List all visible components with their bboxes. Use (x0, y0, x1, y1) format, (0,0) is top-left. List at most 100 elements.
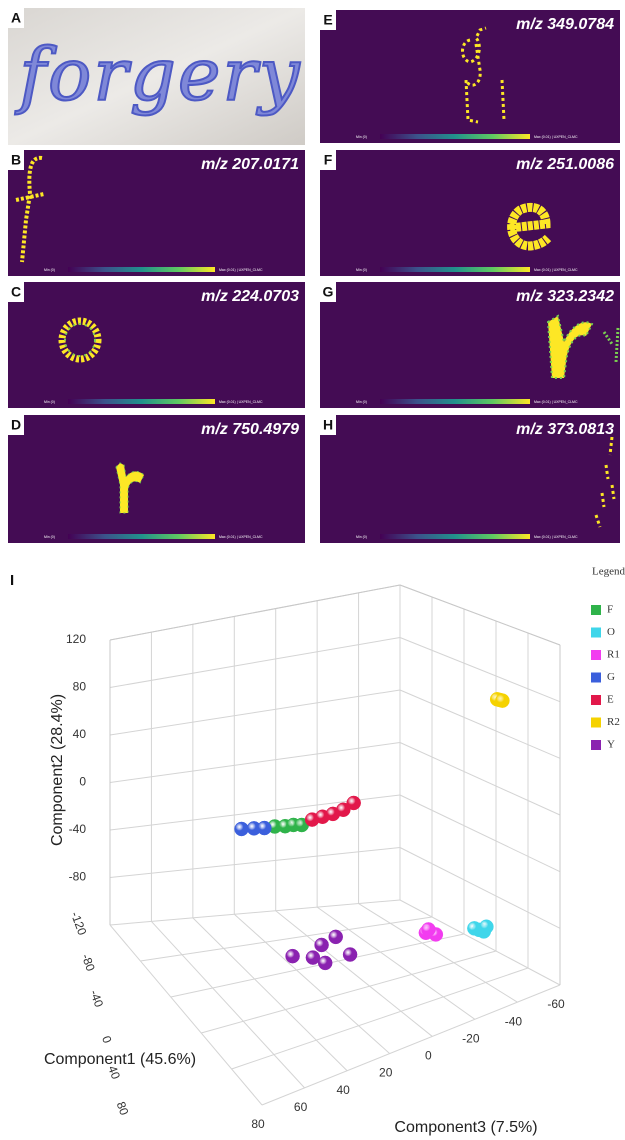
axis-title: Component2 (28.4%) (49, 694, 66, 846)
legend-swatch (591, 628, 601, 638)
panel-label: A (11, 10, 21, 26)
legend-label: E (607, 694, 614, 706)
legend-label: R1 (607, 649, 620, 661)
point (315, 938, 329, 952)
mz-label: m/z 224.0703 (201, 288, 299, 305)
legend-label: R2 (607, 716, 620, 728)
panel: Min (0) Max (0.01) | UXPEN_CLMC m/z 224.07… (8, 282, 305, 408)
point (286, 949, 300, 963)
y-tick-label: -80 (69, 870, 87, 884)
legend-swatch (591, 695, 601, 705)
colorbar-min: Min (0) (356, 535, 367, 539)
mz-label: m/z 323.2342 (516, 288, 614, 305)
colorbar-max: Max (0.01) | UXPEN_CLMC (219, 400, 263, 404)
legend-label: Y (607, 739, 615, 751)
colorbar (380, 134, 530, 139)
z-tick-label: 0 (425, 1049, 432, 1063)
colorbar-min: Min (0) (356, 400, 367, 404)
point (235, 822, 249, 836)
x-tick-label: 0 (99, 1034, 115, 1045)
legend-label: O (607, 626, 615, 638)
colorbar (380, 534, 530, 539)
y-tick-label: 120 (66, 632, 86, 646)
panel-label: I (10, 572, 14, 589)
colorbar-max: Max (0.01) | UXPEN_CLMC (534, 135, 578, 139)
mz-label: m/z 349.0784 (516, 16, 614, 33)
point (467, 921, 481, 935)
colorbar (68, 534, 215, 539)
panel-label: E (323, 12, 332, 28)
panel: Min (0) Max (0.01) | UXPEN_CLMC m/z 373.08… (320, 415, 620, 543)
panel-label: B (11, 152, 21, 168)
grid-line (110, 743, 400, 783)
colorbar-max: Max (0.01) | UXPEN_CLMC (534, 535, 578, 539)
legend-swatch (591, 673, 601, 683)
panel: Min (0) Max (0.01) | UXPEN_CLMC m/z 349.07… (320, 10, 620, 143)
panel: Min (0) Max (0.01) | UXPEN_CLMC m/z 323.23… (320, 282, 620, 408)
colorbar-min: Min (0) (44, 268, 55, 272)
legend-swatch (591, 605, 601, 615)
panel-label: F (324, 152, 333, 168)
x-tick-label: 80 (114, 1100, 132, 1118)
grid-line (400, 638, 560, 702)
grid-line (110, 638, 400, 688)
panel-label: D (11, 417, 21, 433)
mz-label: m/z 207.0171 (201, 156, 299, 173)
y-tick-label: 80 (73, 680, 87, 694)
z-tick-label: -20 (462, 1031, 480, 1045)
grid-line (276, 911, 433, 1037)
z-tick-label: 80 (251, 1117, 265, 1131)
point (479, 920, 493, 934)
panel: Min (0) Max (0.01) | UXPEN_CLMC m/z 207.01… (8, 150, 305, 276)
colorbar-min: Min (0) (44, 400, 55, 404)
grid-line (359, 904, 518, 1003)
mz-label: m/z 750.4979 (201, 421, 299, 438)
z-tick-label: -40 (505, 1014, 523, 1028)
mz-label: m/z 251.0086 (516, 156, 614, 173)
grid-line (262, 985, 560, 1105)
mz-label: m/z 373.0813 (516, 421, 614, 438)
panels: forgeryAMin (0)Max (0.01) | UXPEN_CLMCm/… (8, 8, 620, 543)
colorbar-max: Max (0.01) | UXPEN_CLMC (534, 268, 578, 272)
grid-line (201, 951, 496, 1033)
panel: Min (0) Max (0.01) | UXPEN_CLMC m/z 750.49… (8, 415, 305, 543)
colorbar-max: Max (0.01) | UXPEN_CLMC (534, 400, 578, 404)
z-tick-label: -60 (547, 997, 565, 1011)
panel-label: H (323, 417, 333, 433)
legend-label: G (607, 671, 615, 683)
colorbar-max: Max (0.01) | UXPEN_CLMC (219, 268, 263, 272)
y-tick-label: -40 (69, 822, 87, 836)
point (343, 948, 357, 962)
z-tick-label: 20 (379, 1066, 393, 1080)
point (329, 930, 343, 944)
colorbar-min: Min (0) (356, 135, 367, 139)
z-tick-label: 40 (336, 1083, 350, 1097)
grid-line (110, 690, 400, 735)
colorbar-min: Min (0) (44, 535, 55, 539)
point (347, 796, 361, 810)
point (495, 694, 509, 708)
axis-title: Component1 (45.6%) (44, 1051, 196, 1068)
point (306, 951, 320, 965)
grid-line (110, 900, 400, 925)
x-tick-label: -120 (68, 910, 89, 938)
legend-label: F (607, 604, 613, 616)
axis-title: Component3 (7.5%) (394, 1119, 537, 1136)
x-tick-label: -80 (79, 952, 98, 973)
legend-title: Legend (592, 566, 625, 578)
x-tick-label: -40 (87, 988, 106, 1009)
point (421, 922, 435, 936)
grid-line (110, 848, 400, 878)
panel-label: G (323, 284, 334, 300)
y-tick-label: 0 (79, 775, 86, 789)
grid-line (400, 690, 560, 758)
point (257, 821, 271, 835)
legend-swatch (591, 740, 601, 750)
colorbar (380, 267, 530, 272)
colorbar (68, 399, 215, 404)
colorbar-max: Max (0.01) | UXPEN_CLMC (219, 535, 263, 539)
legend-swatch (591, 718, 601, 728)
scatter-3d: I-80-4004080120-120-80-4004080-60-40-200… (10, 566, 625, 1137)
grid-line (400, 743, 560, 816)
